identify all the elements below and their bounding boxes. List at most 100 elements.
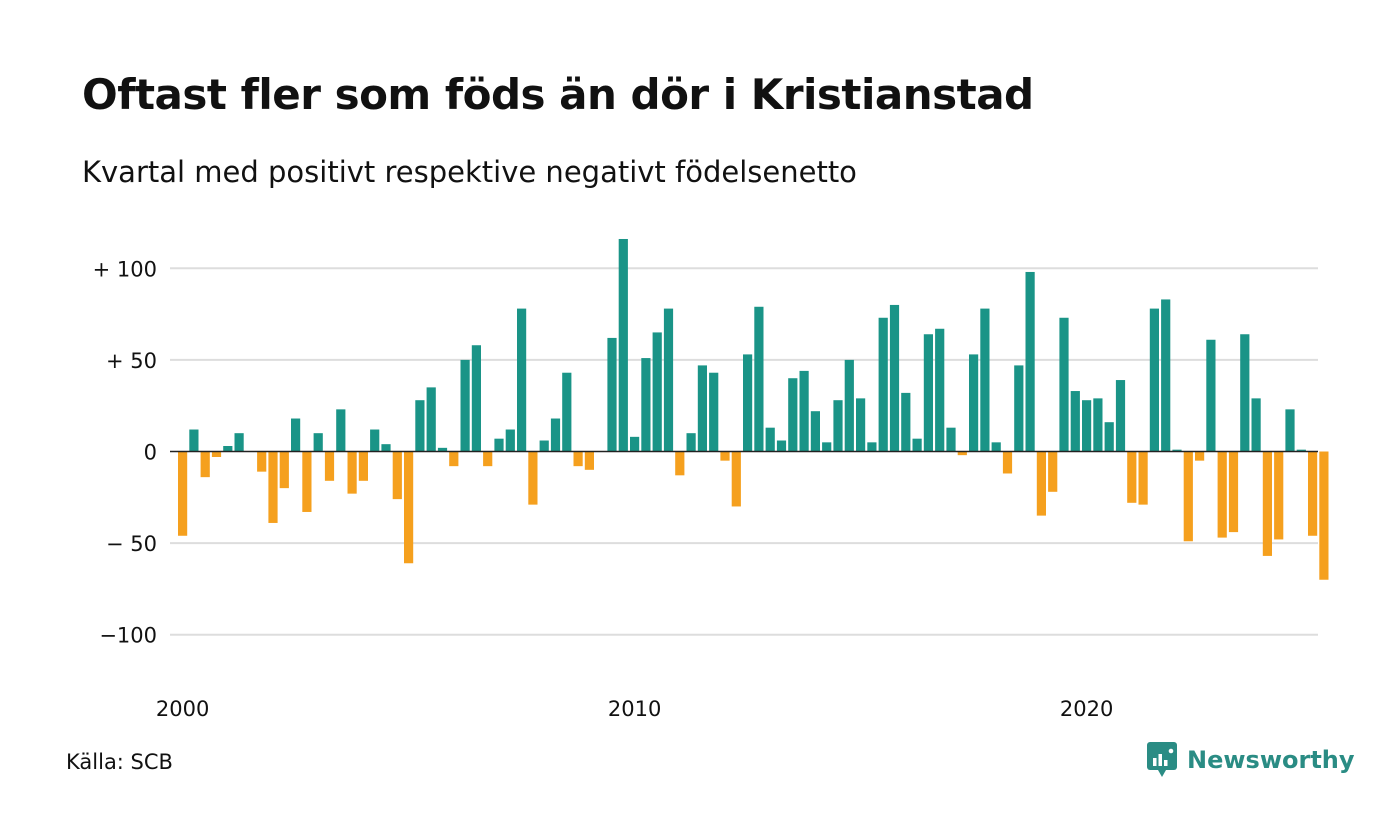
bar (437, 447, 448, 452)
bar (1025, 271, 1035, 452)
bar (720, 451, 730, 461)
gridlines (170, 267, 1318, 636)
bar (889, 304, 900, 452)
bar (1262, 451, 1272, 556)
bar (370, 429, 380, 452)
bar (347, 451, 357, 494)
bar (1206, 339, 1216, 452)
bar (528, 451, 538, 505)
bar (822, 442, 832, 452)
bar (189, 429, 199, 452)
bar (912, 438, 922, 452)
bar (1251, 398, 1261, 452)
chart-subtitle: Kvartal med positivt respektive negativt… (82, 155, 857, 189)
y-tick-label: + 50 (106, 349, 157, 373)
bar (957, 451, 967, 456)
bar (449, 451, 459, 467)
y-axis-ticks: + 100 + 50 0 − 50 −100 (93, 257, 157, 647)
bar (1082, 400, 1092, 452)
bar (630, 436, 640, 452)
bar (709, 372, 719, 452)
bar (743, 354, 753, 452)
bar (358, 451, 368, 481)
bar (810, 411, 820, 452)
bar (1138, 451, 1148, 505)
bars (178, 238, 1329, 580)
source-note: Källa: SCB (66, 750, 173, 774)
y-tick-label: −100 (99, 624, 157, 648)
bar (381, 444, 391, 452)
bar (313, 433, 323, 452)
bar (562, 372, 572, 452)
bar (686, 433, 696, 452)
bar (1296, 449, 1306, 452)
bar (1014, 365, 1024, 452)
brand-logo: Newsworthy (1147, 742, 1355, 778)
bar (969, 354, 979, 452)
bar (494, 438, 504, 452)
bar (415, 400, 425, 452)
bar (754, 306, 764, 452)
bar (1059, 317, 1069, 452)
bar (607, 337, 617, 452)
bar (1104, 422, 1114, 452)
bar (935, 328, 945, 452)
bar (1115, 380, 1126, 452)
bar (980, 308, 990, 452)
bar (1285, 409, 1295, 452)
bar (878, 317, 888, 452)
bar (1319, 451, 1329, 580)
bar (1228, 451, 1239, 533)
bar (505, 429, 515, 452)
bar (517, 308, 527, 452)
bar (178, 451, 188, 536)
bar (901, 392, 911, 452)
bar (1274, 451, 1284, 540)
bar (1002, 451, 1013, 474)
bar (1036, 451, 1046, 516)
bar (460, 359, 470, 452)
bar (765, 427, 775, 452)
chart-title: Oftast fler som föds än dör i Kristianst… (82, 70, 1034, 119)
bar (663, 308, 674, 452)
bar (1308, 451, 1318, 536)
bar (336, 409, 346, 452)
bar (856, 398, 866, 452)
bar (211, 451, 222, 457)
bar (991, 442, 1001, 452)
bar (257, 451, 267, 472)
x-axis-ticks: 2000 2010 2020 (156, 697, 1113, 721)
bar (200, 451, 210, 478)
bar (799, 370, 809, 452)
bar (234, 433, 244, 452)
bar (641, 358, 651, 452)
bar (550, 418, 561, 452)
y-tick-label: 0 (144, 441, 157, 465)
y-tick-label: − 50 (106, 532, 157, 556)
bar (731, 451, 741, 507)
bar (291, 418, 301, 452)
bar (426, 387, 436, 452)
bar (223, 446, 233, 452)
bar (324, 451, 335, 481)
bar (788, 378, 798, 452)
bar (268, 451, 278, 523)
bar (279, 451, 289, 489)
bar (1195, 451, 1205, 461)
bar (1127, 451, 1137, 503)
bar (392, 451, 402, 500)
x-tick-label: 2000 (156, 697, 209, 721)
bar (844, 359, 854, 452)
bar (1093, 398, 1103, 452)
bar (618, 238, 628, 452)
bar (697, 365, 707, 452)
bar (471, 345, 481, 452)
bar (923, 334, 933, 452)
bar (946, 427, 956, 452)
bar (1217, 451, 1227, 538)
brand-name: Newsworthy (1187, 746, 1355, 774)
bar (1161, 299, 1171, 452)
bar (404, 451, 414, 564)
bar (1048, 451, 1058, 492)
